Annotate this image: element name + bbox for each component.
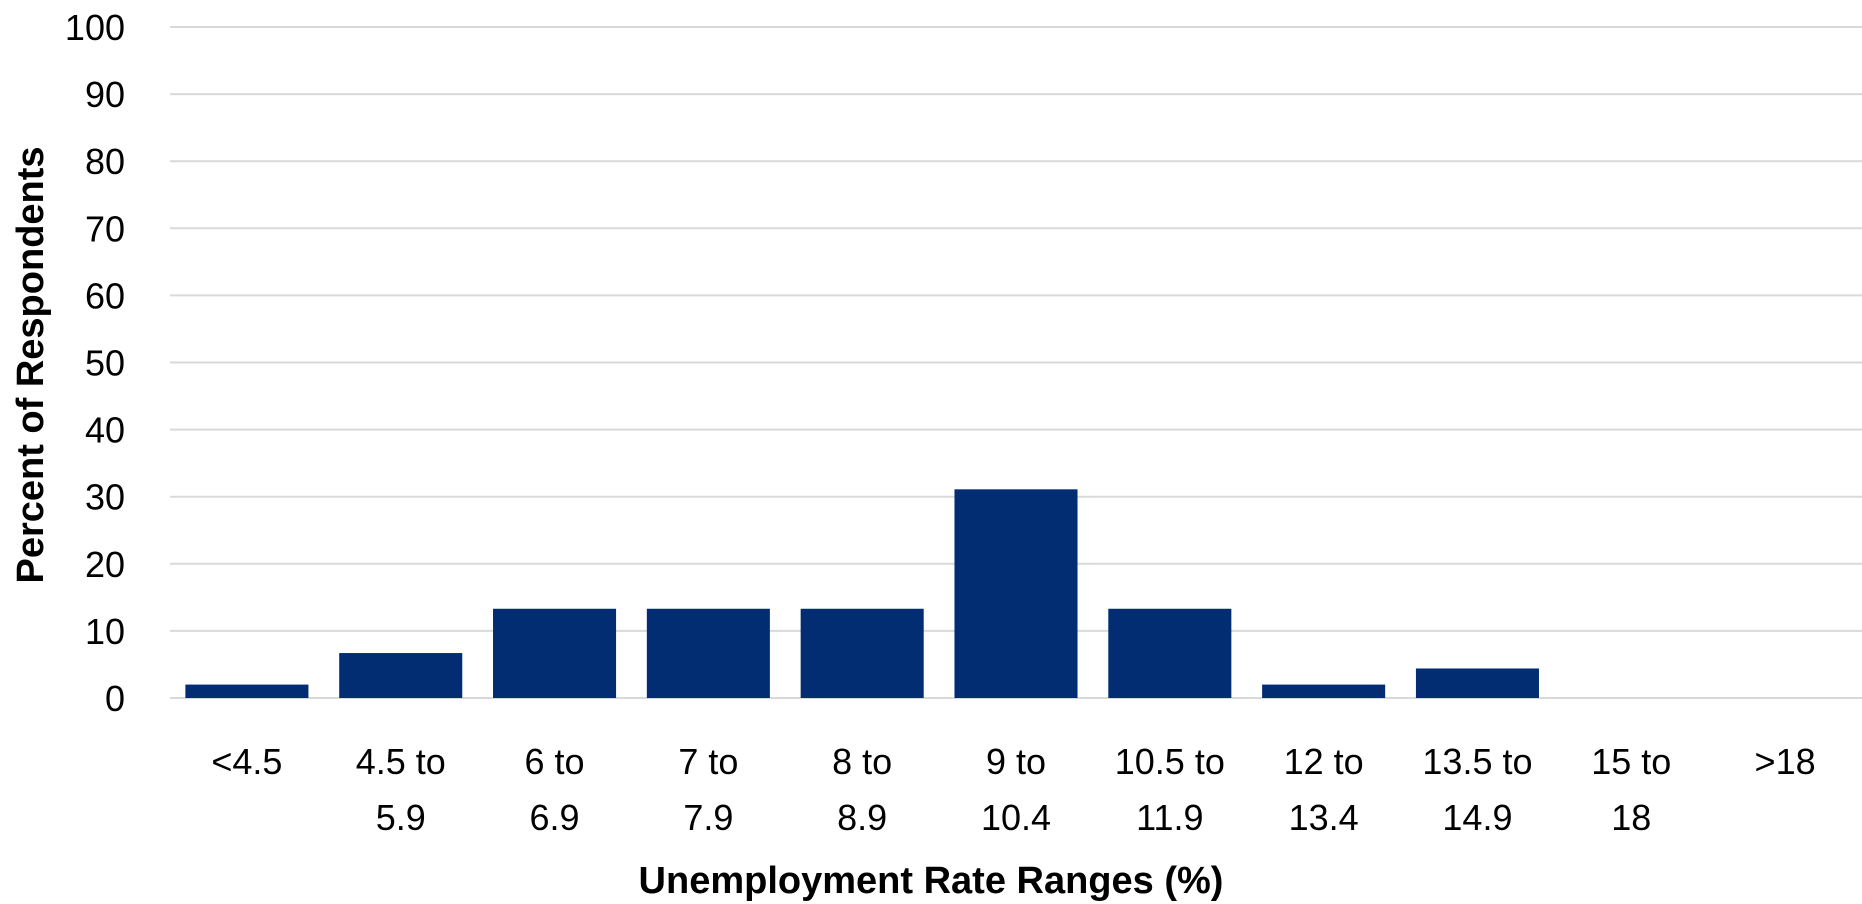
bar	[646, 608, 770, 698]
x-tick-label-line: 6.9	[530, 797, 580, 838]
x-tick-label-line: 10.5 to	[1115, 741, 1225, 782]
y-tick-label: 90	[85, 74, 125, 115]
x-tick-label: 13.5 to 14.9	[1422, 741, 1532, 838]
x-tick-label: 4.5 to 5.9	[356, 741, 446, 838]
bars	[185, 489, 1539, 698]
x-tick-label-line: 8.9	[837, 797, 887, 838]
x-tick-label-line: 11.9	[1136, 797, 1203, 838]
x-tick-label-line: 4.5 to	[356, 741, 446, 782]
x-tick-label-line: 12 to	[1284, 741, 1364, 782]
x-tick-label-line: 7.9	[683, 797, 733, 838]
x-tick-label: 6 to 6.9	[525, 741, 585, 838]
x-tick-label: 12 to 13.4	[1284, 741, 1364, 838]
y-tick-label: 10	[85, 611, 125, 652]
bar	[339, 653, 463, 698]
bar	[1415, 668, 1539, 698]
x-tick-label: <4.5	[211, 741, 282, 782]
x-tick-label-line: 13.4	[1289, 797, 1359, 838]
x-tick-label: 8 to 8.9	[832, 741, 892, 838]
x-tick-label-line: 9 to	[986, 741, 1046, 782]
x-tick-label: 15 to 18	[1591, 741, 1671, 838]
y-tick-label: 0	[105, 678, 125, 719]
y-tick-label: 50	[85, 343, 125, 384]
y-axis-title: Percent of Respondents	[10, 146, 52, 583]
x-tick-label-line: 13.5 to	[1422, 741, 1532, 782]
y-tick-label: 100	[65, 7, 125, 48]
y-tick-label: 20	[85, 544, 125, 585]
x-tick-label-line: 5.9	[376, 797, 426, 838]
gridlines	[170, 26, 1862, 699]
x-tick-label: 10.5 to 11.9	[1115, 741, 1225, 838]
x-tick-label-line: 18	[1611, 797, 1651, 838]
x-tick-label-line: 6 to	[525, 741, 585, 782]
bar	[954, 489, 1078, 698]
x-tick-label-line: 15 to	[1591, 741, 1671, 782]
y-tick-label: 40	[85, 410, 125, 451]
x-tick-label-line: <4.5	[211, 741, 282, 782]
x-tick-label-line: >18	[1755, 741, 1816, 782]
x-tick-label: >18	[1755, 741, 1816, 782]
x-tick-label: 7 to 7.9	[678, 741, 738, 838]
bar	[185, 684, 309, 698]
bar	[1262, 684, 1386, 698]
y-tick-label: 30	[85, 477, 125, 518]
y-axis-ticks: 0 10 20 30 40 50 60 70 80 90 100	[65, 7, 125, 719]
x-tick-label-line: 14.9	[1442, 797, 1512, 838]
y-tick-label: 70	[85, 208, 125, 249]
y-tick-label: 60	[85, 275, 125, 316]
x-tick-label-line: 10.4	[981, 797, 1051, 838]
bar	[800, 608, 924, 698]
bar	[1108, 608, 1232, 698]
x-tick-label-line: 7 to	[678, 741, 738, 782]
x-tick-label: 9 to 10.4	[981, 741, 1051, 838]
x-tick-label-line: 8 to	[832, 741, 892, 782]
x-axis-ticks: <4.5 4.5 to 5.9 6 to 6.9 7 to 7.9 8 to 8.9 9 to 10…	[211, 741, 1815, 838]
x-axis-title: Unemployment Rate Ranges (%)	[639, 860, 1224, 902]
bar	[493, 608, 617, 698]
y-tick-label: 80	[85, 141, 125, 182]
